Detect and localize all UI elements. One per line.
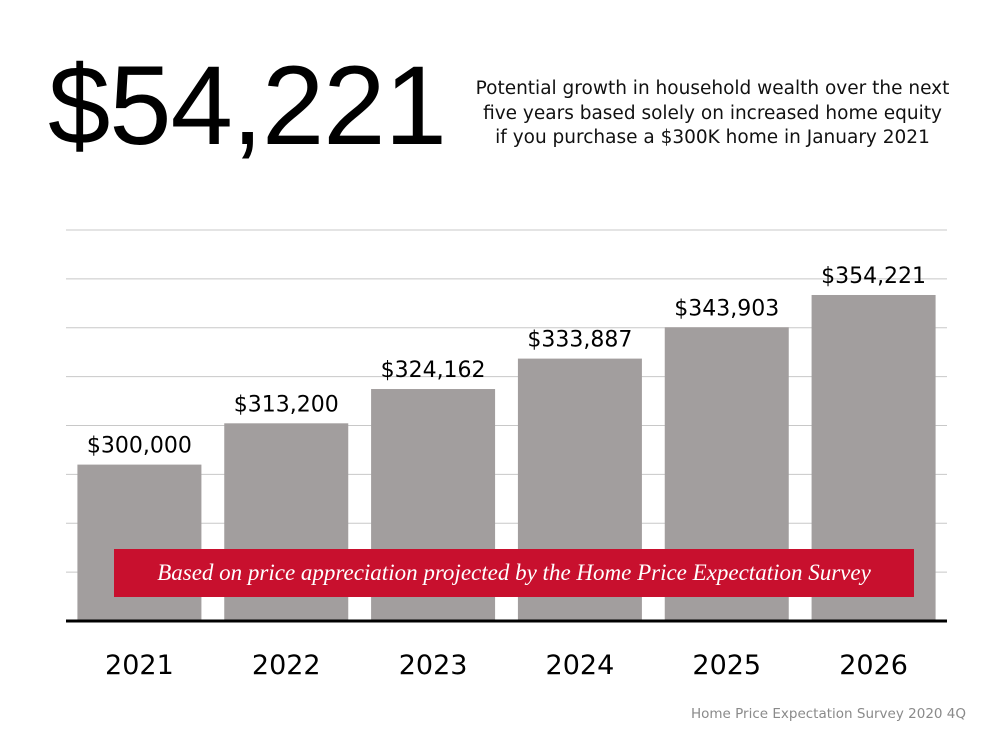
subtitle-line: Potential growth in household wealth ove… [475,78,950,99]
subtitle-line: if you purchase a $300K home in January … [495,127,930,148]
bar-2021 [77,464,202,621]
x-tick-label: 2025 [692,650,761,681]
x-tick-label: 2024 [546,650,615,681]
data-label: $300,000 [87,434,192,459]
data-label: $343,903 [674,296,779,321]
data-label: $313,200 [234,392,339,417]
subtitle: Potential growth in household wealth ove… [470,77,955,151]
x-tick-label: 2022 [252,650,321,681]
source-note: Home Price Expectation Survey 2020 4Q [690,706,966,722]
data-label: $354,221 [821,264,926,289]
banner-text: Based on price appreciation projected by… [157,560,871,585]
data-label: $324,162 [381,358,486,383]
subtitle-line: five years based solely on increased hom… [483,102,942,124]
x-tick-label: 2023 [399,650,468,681]
banner: Based on price appreciation projected by… [114,549,914,597]
x-tick-label: 2021 [105,650,174,681]
x-tick-label: 2026 [839,650,908,681]
headline-amount: $54,221 [48,43,447,168]
data-label: $333,887 [527,328,632,353]
